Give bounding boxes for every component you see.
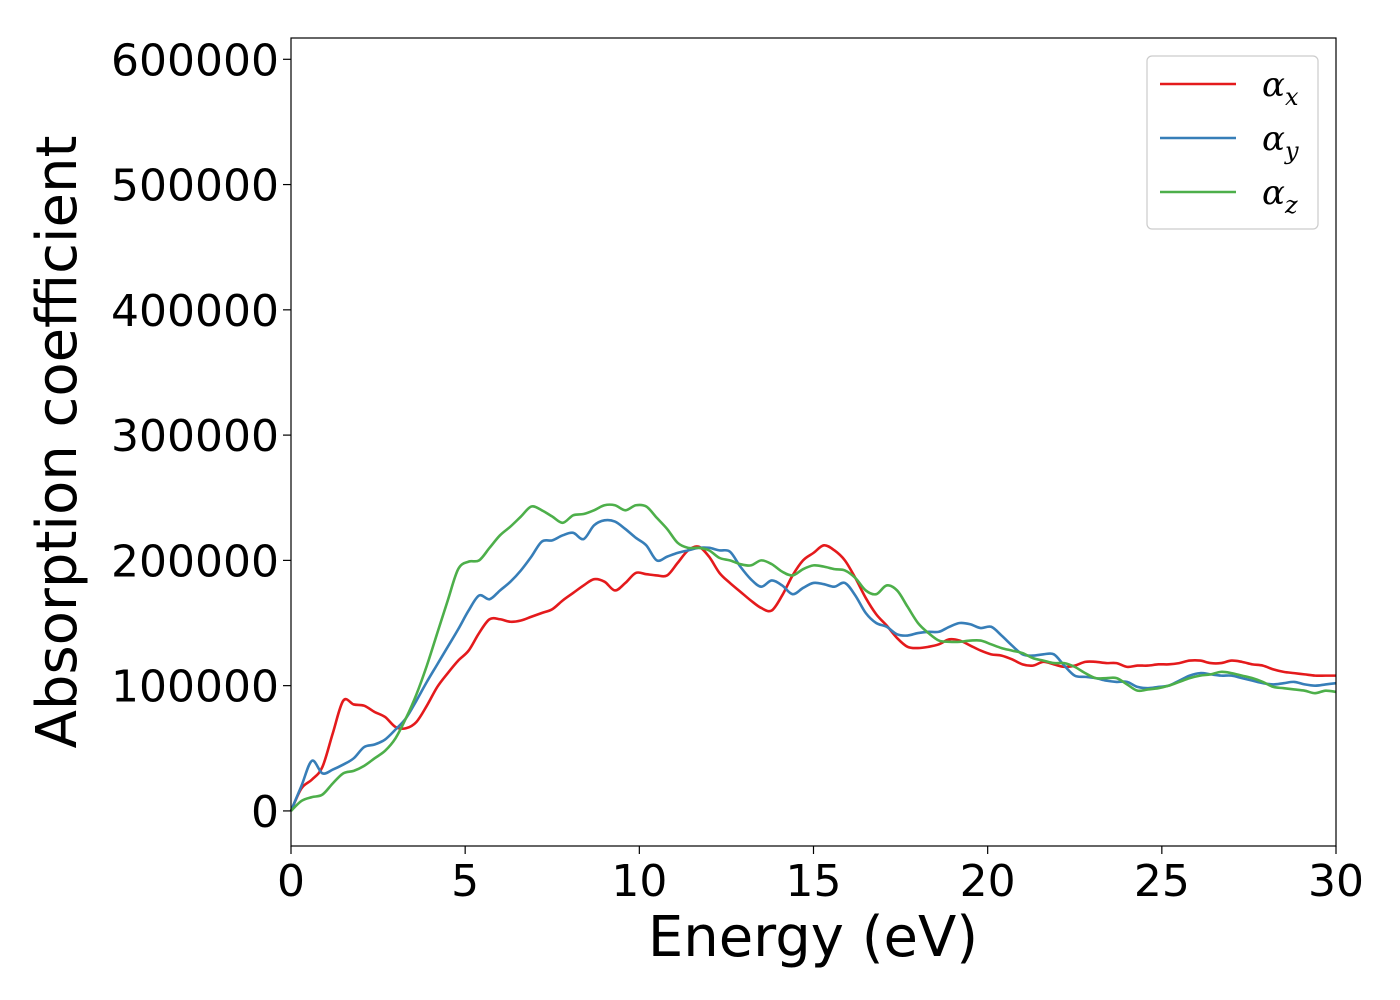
legend-label-x: αx <box>1262 65 1299 111</box>
series-line-z <box>290 503 1337 812</box>
x-tick-label: 5 <box>451 856 479 907</box>
y-tick-label: 400000 <box>111 286 279 337</box>
y-tick-label: 500000 <box>111 161 279 212</box>
x-tick-label: 10 <box>611 856 667 907</box>
y-tick-label: 300000 <box>111 411 279 462</box>
legend-box <box>1146 55 1319 230</box>
y-tick-label: 100000 <box>111 662 279 713</box>
x-axis: 0 5 10 15 20 25 30 <box>277 846 1364 907</box>
x-tick-label: 25 <box>1134 856 1190 907</box>
y-axis-title: Absorption coefficient <box>25 136 90 749</box>
x-tick-label: 15 <box>786 856 842 907</box>
y-axis: 0 100000 200000 300000 400000 500000 600000 <box>111 35 291 838</box>
x-tick-label: 30 <box>1308 856 1364 907</box>
legend-label-y: αy <box>1262 119 1299 165</box>
x-axis-title: Energy (eV) <box>648 905 978 970</box>
series-layer <box>289 503 1337 812</box>
y-tick-label: 0 <box>251 787 279 838</box>
legend-label-z: αz <box>1262 173 1298 219</box>
x-tick-label: 20 <box>960 856 1016 907</box>
x-tick-label: 0 <box>277 856 305 907</box>
series-line-x <box>289 544 1336 812</box>
y-tick-label: 200000 <box>111 536 279 587</box>
legend: αx αy αz <box>1146 55 1319 230</box>
y-tick-label: 600000 <box>111 35 279 86</box>
